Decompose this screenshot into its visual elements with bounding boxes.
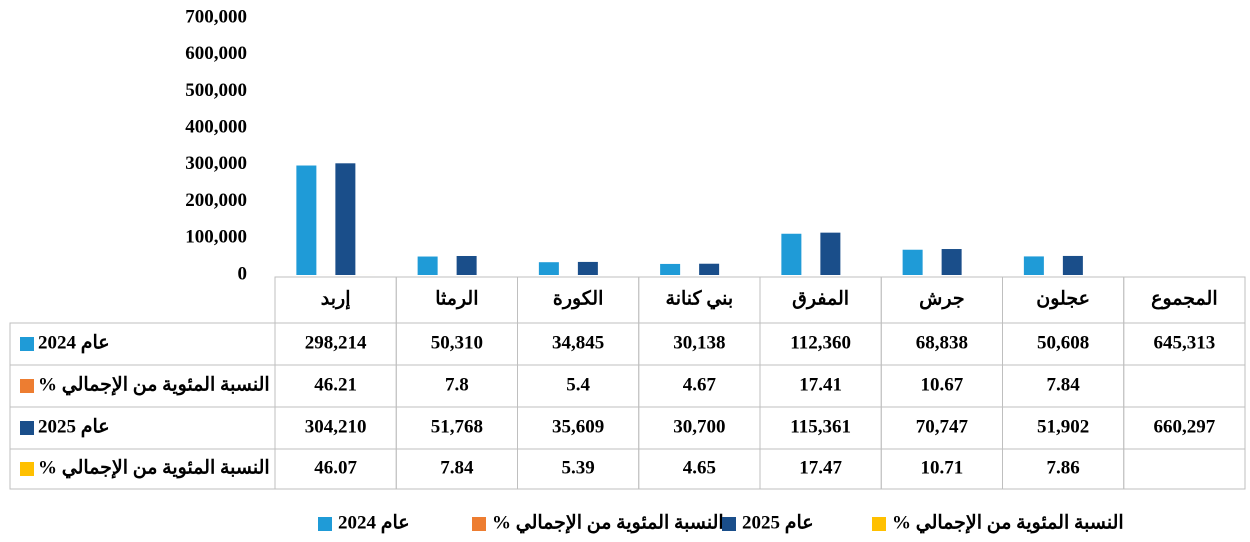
bar: [335, 163, 356, 275]
table-value: 304,210: [305, 416, 367, 437]
total-header: المجموع: [1151, 288, 1217, 309]
table-value: 50,608: [1037, 332, 1089, 353]
table-value: 4.65: [683, 457, 716, 478]
table-value: 51,768: [431, 416, 483, 437]
table-value: 10.71: [921, 457, 964, 478]
table-value: 4.67: [683, 374, 717, 395]
legend-swatch: [20, 337, 34, 351]
bar: [577, 261, 598, 275]
y-tick-label: 100,000: [185, 227, 247, 248]
table-value: 70,747: [916, 416, 969, 437]
legend-swatch: [20, 379, 34, 393]
bar: [820, 232, 841, 275]
table-value: 10.67: [921, 374, 964, 395]
legend-label: عام 2024: [338, 512, 410, 533]
bar: [1062, 255, 1083, 275]
table-value: 5.39: [562, 457, 595, 478]
legend-swatch: [472, 517, 486, 531]
table-cell: [1123, 448, 1246, 490]
category-label: الرمثا: [435, 288, 478, 309]
bar: [538, 262, 559, 275]
y-tick-label: 500,000: [185, 80, 247, 101]
table-value: 51,902: [1037, 416, 1089, 437]
table-value: 30,700: [673, 416, 725, 437]
y-tick-label: 600,000: [185, 43, 247, 64]
table-value: 17.41: [799, 374, 842, 395]
category-label: عجلون: [1036, 288, 1090, 309]
table-total: 645,313: [1154, 332, 1216, 353]
table-value: 34,845: [552, 332, 604, 353]
table-value: 7.84: [440, 457, 474, 478]
y-tick-label: 0: [238, 263, 248, 284]
row-header: النسبة المئوية من الإجمالي %: [38, 374, 270, 396]
table-value: 68,838: [916, 332, 968, 353]
row-header: عام 2024: [38, 332, 110, 353]
category-label: الكورة: [553, 288, 604, 309]
legend-swatch: [20, 421, 34, 435]
table-total: 660,297: [1154, 416, 1216, 437]
category-label: المفرق: [792, 288, 849, 309]
table-value: 7.84: [1047, 374, 1081, 395]
bar: [1023, 256, 1044, 275]
table-value: 46.21: [314, 374, 357, 395]
bar: [296, 165, 317, 275]
category-label: إربد: [321, 288, 351, 310]
bar: [699, 263, 720, 275]
table-value: 17.47: [799, 457, 842, 478]
legend-label: عام 2025: [742, 512, 814, 533]
y-tick-label: 700,000: [185, 6, 247, 27]
table-value: 112,360: [790, 332, 851, 353]
bar: [417, 256, 438, 275]
legend-label: النسبة المئوية من الإجمالي %: [492, 512, 724, 534]
category-label: جرش: [919, 288, 964, 309]
table-value: 30,138: [673, 332, 725, 353]
table-cell: [1123, 364, 1246, 408]
table-value: 115,361: [790, 416, 851, 437]
y-tick-label: 400,000: [185, 117, 247, 138]
y-tick-label: 300,000: [185, 153, 247, 174]
bar: [456, 255, 477, 275]
legend-swatch: [20, 462, 34, 476]
table-value: 7.86: [1047, 457, 1080, 478]
table-value: 46.07: [314, 457, 357, 478]
bar: [660, 263, 681, 275]
y-tick-label: 200,000: [185, 190, 247, 211]
category-label: بني كنانة: [666, 288, 734, 310]
row-header: النسبة المئوية من الإجمالي %: [38, 457, 270, 479]
legend-label: النسبة المئوية من الإجمالي %: [892, 512, 1124, 534]
table-value: 7.8: [445, 374, 469, 395]
table-value: 5.4: [566, 374, 590, 395]
legend-swatch: [722, 517, 736, 531]
bar: [781, 233, 802, 275]
bar: [902, 249, 923, 275]
row-header: عام 2025: [38, 416, 110, 437]
table-value: 50,310: [431, 332, 483, 353]
legend-swatch: [872, 517, 886, 531]
bar: [941, 249, 962, 275]
legend-swatch: [318, 517, 332, 531]
table-value: 298,214: [305, 332, 367, 353]
table-value: 35,609: [552, 416, 604, 437]
